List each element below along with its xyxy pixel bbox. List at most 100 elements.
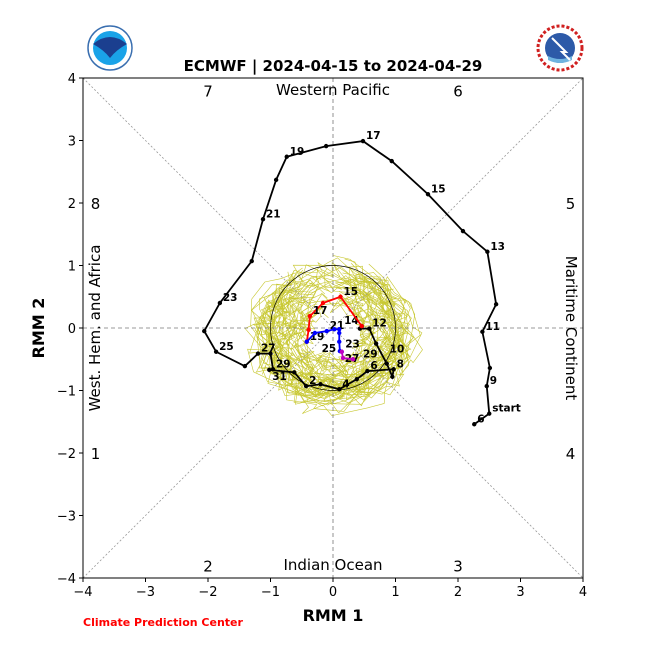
ensemble-member-line xyxy=(263,275,395,398)
observed-point xyxy=(267,367,272,373)
y-tick-label: −1 xyxy=(57,385,76,400)
y-tick-label: −2 xyxy=(57,447,76,462)
observed-point xyxy=(390,374,395,379)
observed-point xyxy=(292,370,297,375)
observed-point xyxy=(365,368,370,374)
observed-point xyxy=(480,329,485,334)
x-tick-label: 4 xyxy=(579,585,587,600)
observed-point xyxy=(493,302,499,307)
ensemble-member-line xyxy=(270,283,397,393)
forecast-week1-point xyxy=(307,313,313,319)
forecast-week1-point xyxy=(359,323,364,329)
ensemble-members xyxy=(244,255,423,417)
x-tick-label: −4 xyxy=(73,585,92,600)
ensemble-member-line xyxy=(254,261,409,395)
region-label-bottom: Indian Ocean xyxy=(283,556,382,574)
y-tick-label: 2 xyxy=(68,197,76,212)
observed-point xyxy=(249,258,254,264)
region-label-left: West. Hem. and Africa xyxy=(86,245,104,412)
phase-label: 3 xyxy=(453,558,463,576)
observed-date-label: 4 xyxy=(342,378,349,390)
observed-point xyxy=(373,341,379,346)
observed-date-label: 25 xyxy=(219,341,234,353)
observed-date-label: 21 xyxy=(266,208,281,220)
observed-point xyxy=(391,367,396,372)
forecast-week3-point xyxy=(339,349,344,354)
x-tick-label: −2 xyxy=(198,585,217,600)
observed-date-label: 27 xyxy=(261,343,276,355)
forecast-week1-point xyxy=(320,300,326,306)
ensemble-member-line xyxy=(282,293,375,373)
observed-date-label: 2 xyxy=(309,375,316,387)
ensemble-member-line xyxy=(260,269,403,398)
region-label-right: Maritime Continent xyxy=(562,256,580,401)
noaa-logo xyxy=(87,25,133,71)
observed-date-label: 13 xyxy=(490,241,505,253)
x-tick-label: −3 xyxy=(136,585,155,600)
observed-point xyxy=(318,382,323,387)
ensemble-member-line xyxy=(267,273,399,394)
observed-date-label: 9 xyxy=(490,375,497,387)
phase-label: 1 xyxy=(91,445,101,463)
x-axis-label: RMM 1 xyxy=(303,606,364,625)
y-tick-label: −4 xyxy=(57,572,76,587)
forecast-week3-date-label: 29 xyxy=(363,348,378,360)
y-tick-label: −3 xyxy=(57,510,76,525)
observed-point xyxy=(384,361,389,366)
forecast-week2-date-label: 23 xyxy=(345,338,360,350)
observed-date-label: 6 xyxy=(477,413,484,425)
y-tick-label: 3 xyxy=(68,135,76,150)
observed-date-label: 17 xyxy=(366,130,381,142)
observed-date-label: 31 xyxy=(272,371,287,383)
observed-point xyxy=(487,365,493,371)
observed-point xyxy=(242,363,248,369)
y-axis-label: RMM 2 xyxy=(29,298,48,359)
nws-logo xyxy=(536,24,584,72)
observed-date-label: start xyxy=(492,403,521,415)
observed-point xyxy=(323,143,329,149)
observed-point xyxy=(213,349,219,354)
observed-point xyxy=(217,300,223,306)
forecast-week1-date-label: 15 xyxy=(344,286,359,298)
observed-point xyxy=(260,217,266,222)
forecast-week2-point xyxy=(337,330,342,336)
observed-point xyxy=(284,154,289,159)
observed-date-label: 11 xyxy=(485,321,500,333)
ensemble-member-line xyxy=(288,293,378,379)
phase-label: 2 xyxy=(203,558,213,576)
ensemble-member-line xyxy=(261,262,409,405)
observed-point xyxy=(268,351,273,356)
forecast-week2-point xyxy=(304,339,309,344)
forecast-week1-point xyxy=(306,327,311,333)
observed-point xyxy=(202,328,207,334)
observed-point xyxy=(485,249,490,254)
forecast-week3-point xyxy=(340,355,346,361)
x-tick-label: 1 xyxy=(391,585,399,600)
observed-date-label: 15 xyxy=(431,183,446,195)
observed-point xyxy=(460,228,466,234)
observed-date-label: 10 xyxy=(390,344,405,356)
observed-point xyxy=(484,383,489,389)
ensemble-member-line xyxy=(256,257,416,407)
region-label-top: Western Pacific xyxy=(276,81,390,99)
observed-point xyxy=(255,351,261,356)
forecast-week2-point xyxy=(332,327,337,332)
observed-point xyxy=(367,326,372,331)
y-tick-label: 4 xyxy=(68,72,76,87)
phase-label: 5 xyxy=(566,195,576,213)
observed-date-label: 29 xyxy=(276,358,291,370)
observed-point xyxy=(270,367,276,372)
observed-point xyxy=(472,422,477,427)
forecast-week2-point xyxy=(312,330,318,336)
forecast-week1-point xyxy=(338,294,343,299)
ensemble-member-line xyxy=(256,265,409,406)
forecast-week1-date-label: 17 xyxy=(313,305,328,317)
ensemble-member-line xyxy=(258,269,412,399)
chart-title: ECMWF | 2024-04-15 to 2024-04-29 xyxy=(184,57,483,76)
phase-label: 8 xyxy=(91,195,101,213)
forecast-week2-date-label: 21 xyxy=(330,320,345,332)
observed-point xyxy=(425,192,431,197)
observed-point xyxy=(273,177,279,183)
